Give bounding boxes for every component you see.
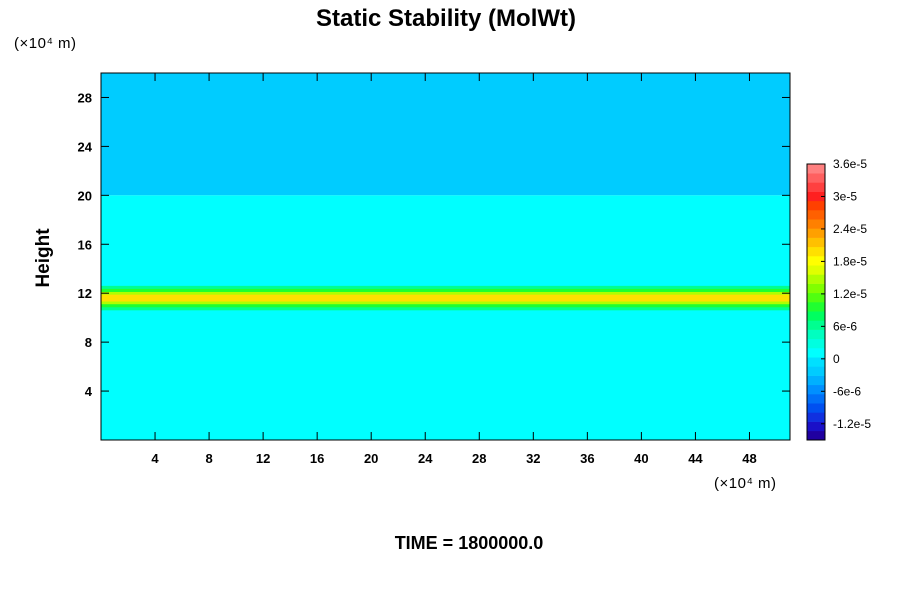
x-tick-label: 32 <box>526 451 540 466</box>
x-tick-label: 44 <box>688 451 703 466</box>
x-tick-label: 12 <box>256 451 270 466</box>
y-axis-label: Height <box>33 228 54 288</box>
y-axis: 4 8 12 16 20 24 28 <box>78 90 790 399</box>
colorbar-swatch <box>807 412 825 422</box>
y-tick-label: 12 <box>78 286 92 301</box>
colorbar-swatch <box>807 191 825 202</box>
x-tick-label: 40 <box>634 451 648 466</box>
colorbar-label: 0 <box>833 352 840 366</box>
x-tick-label: 8 <box>205 451 212 466</box>
colorbar-label: 3.6e-5 <box>833 157 867 171</box>
colorbar-swatch <box>807 338 825 349</box>
colorbar-label: 6e-6 <box>833 319 857 333</box>
colorbar-swatch <box>807 173 825 183</box>
colorbar-swatch <box>807 357 825 367</box>
colorbar: 3.6e-5 3e-5 2.4e-5 1.8e-5 1.2e-5 6e-6 0 -6e-6 -1… <box>806 157 871 441</box>
colorbar-swatch <box>807 329 825 340</box>
x-axis: 4 8 12 16 20 24 28 32 36 40 44 48 <box>151 73 757 466</box>
colorbar-swatch <box>807 384 825 395</box>
y-tick-label: 8 <box>85 335 92 350</box>
colorbar-swatch <box>807 164 825 174</box>
colorbar-label: 1.8e-5 <box>833 254 867 268</box>
x-tick-label: 16 <box>310 451 324 466</box>
colorbar-swatch <box>807 274 825 284</box>
colorbar-swatch <box>807 292 825 303</box>
chart-title: Static Stability (MolWt) <box>316 5 576 32</box>
colorbar-frame <box>806 163 826 441</box>
patch <box>257 108 566 170</box>
colorbar-swatch <box>807 302 825 312</box>
colorbar-label: -1.2e-5 <box>833 417 871 431</box>
x-tick-label: 48 <box>742 451 756 466</box>
upper-patches <box>121 108 689 170</box>
x-axis-unit: (×10⁴ m) <box>714 475 777 492</box>
colorbar-swatch <box>807 311 825 321</box>
patch <box>546 113 682 168</box>
colorbar-swatch <box>807 348 825 358</box>
y-tick-label: 20 <box>78 188 92 203</box>
colorbar-swatch <box>807 200 825 211</box>
patch <box>648 151 689 166</box>
x-tick-label: 36 <box>580 451 594 466</box>
y-tick-label: 28 <box>78 90 92 105</box>
colorbar-label: -6e-6 <box>833 384 861 398</box>
colorbar-swatch <box>807 182 825 192</box>
colorbar-label: 1.2e-5 <box>833 287 867 301</box>
x-tick-label: 24 <box>418 451 433 466</box>
colorbar-swatch <box>807 237 825 248</box>
contour-bands <box>101 285 790 440</box>
colorbar-swatch <box>807 219 825 229</box>
jet-band <box>101 294 790 302</box>
colorbar-swatch <box>807 210 825 220</box>
surface-band <box>101 406 790 440</box>
x-tick-label: 4 <box>151 451 159 466</box>
colorbar-swatch <box>807 366 825 376</box>
patch <box>121 115 238 165</box>
colorbar-swatch <box>807 228 825 238</box>
x-tick-label: 20 <box>364 451 378 466</box>
colorbar-swatch <box>807 246 825 257</box>
y-tick-label: 16 <box>78 237 92 252</box>
colorbar-label: 3e-5 <box>833 189 857 203</box>
colorbar-swatch <box>807 320 825 330</box>
colorbar-swatch <box>807 403 825 413</box>
colorbar-swatch <box>807 421 825 432</box>
colorbar-swatch <box>807 375 825 386</box>
x-tick-label: 28 <box>472 451 486 466</box>
colorbar-label: 2.4e-5 <box>833 222 867 236</box>
colorbar-swatch <box>807 283 825 294</box>
colorbar-swatch <box>807 394 825 404</box>
lower-layer-field <box>101 195 790 440</box>
plot-frame <box>100 72 791 441</box>
colorbar-swatch <box>807 265 825 275</box>
plot-area <box>100 72 791 441</box>
colorbar-swatch <box>807 256 825 266</box>
y-tick-label: 4 <box>85 384 93 399</box>
colorbar-swatch <box>807 430 825 441</box>
y-tick-label: 24 <box>78 139 93 154</box>
y-axis-unit: (×10⁴ m) <box>14 35 77 52</box>
time-label: TIME = 1800000.0 <box>395 533 544 553</box>
